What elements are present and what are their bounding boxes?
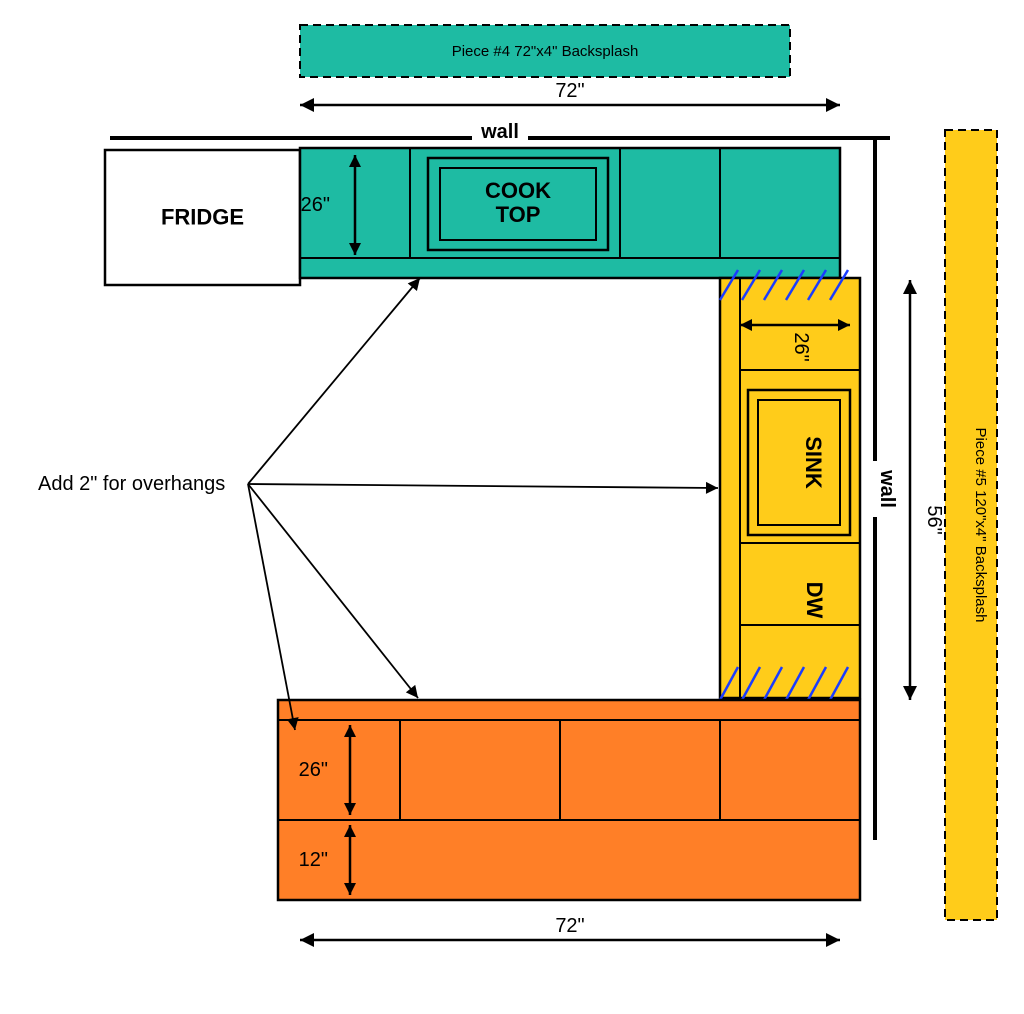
dw-label: DW — [802, 582, 827, 619]
right-height-dim: 56" — [923, 505, 945, 534]
cooktop-label-1: COOK — [485, 178, 551, 203]
bottom-bar-depth-dim: 12" — [299, 849, 328, 871]
right-counter-depth-dim: 26" — [790, 332, 812, 361]
wall-right-label: wall — [876, 469, 898, 508]
bottom-counter-depth-dim: 26" — [299, 759, 328, 781]
overhang-arrow — [248, 484, 299, 730]
right-backsplash-label: Piece #5 120"x4" Backsplash — [972, 428, 989, 623]
sink-label: SINK — [801, 436, 826, 489]
overhang-arrow — [248, 482, 718, 494]
bottom-width-dim: 72" — [555, 915, 584, 937]
bottom-counter — [278, 700, 860, 900]
cooktop-label-2: TOP — [496, 202, 541, 227]
overhang-note: Add 2" for overhangs — [38, 473, 225, 495]
top-counter-depth-dim: 26" — [301, 194, 330, 216]
overhang-arrow — [248, 278, 420, 484]
fridge-label: FRIDGE — [161, 205, 244, 230]
top-backsplash-label: Piece #4 72"x4" Backsplash — [452, 43, 639, 60]
wall-top-label: wall — [480, 121, 519, 143]
overhang-arrow — [248, 484, 418, 698]
top-width-dim: 72" — [555, 80, 584, 102]
